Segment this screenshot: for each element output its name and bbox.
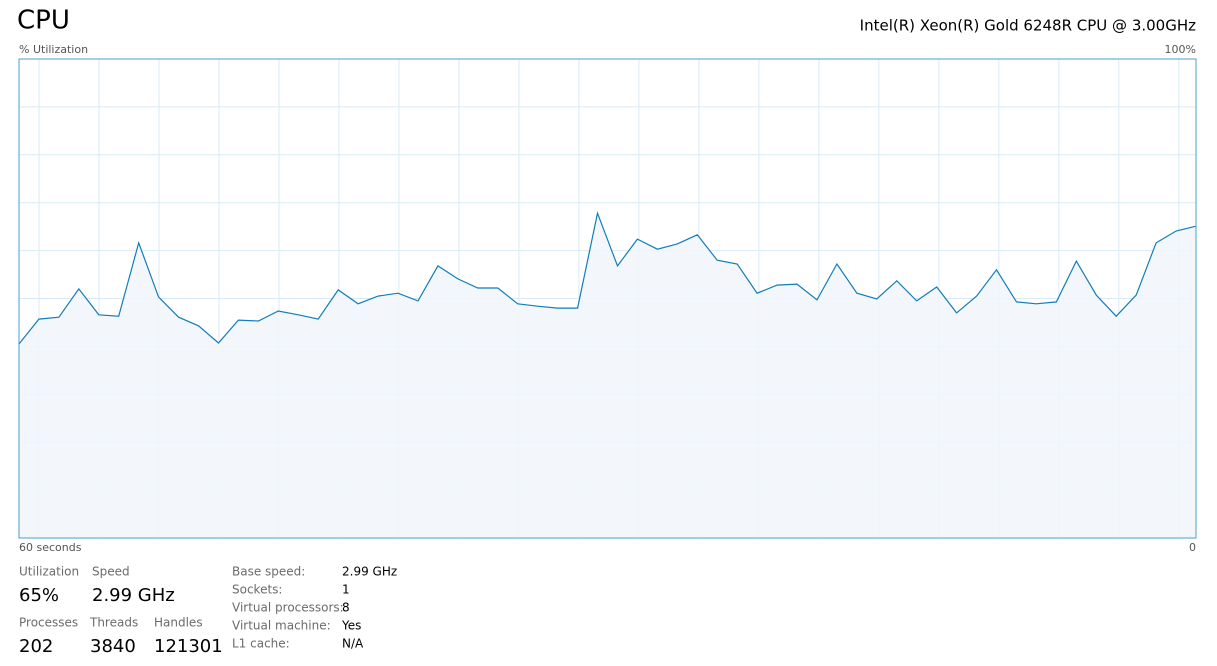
processor-name: Intel(R) Xeon(R) Gold 6248R CPU @ 3.00GH… [860, 17, 1196, 35]
detail-key: L1 cache: [232, 637, 290, 651]
stat-value: 3840 [90, 636, 136, 657]
x-axis-left-label: 60 seconds [19, 541, 82, 554]
plot [18, 58, 1197, 539]
detail-key: Base speed: [232, 565, 305, 579]
stat-value: 202 [19, 636, 53, 657]
detail-key: Virtual processors: [232, 601, 344, 615]
detail-value: 8 [342, 601, 350, 615]
stat-label: Threads [89, 616, 138, 630]
stat-value: 65% [19, 585, 59, 606]
area-fill [19, 213, 1196, 538]
detail-value: N/A [342, 637, 364, 651]
stat-label: Handles [154, 616, 203, 630]
detail-key: Virtual machine: [232, 619, 331, 633]
stat-label: Utilization [19, 565, 79, 579]
detail-value: 2.99 GHz [342, 565, 397, 579]
detail-value: 1 [342, 583, 350, 597]
stat-value: 2.99 GHz [92, 585, 175, 606]
title: CPU [17, 6, 70, 36]
stat-label: Processes [19, 616, 78, 630]
x-axis-right-label: 0 [1189, 541, 1196, 554]
y-tick-label: 100% [1165, 43, 1196, 56]
stat-label: Speed [92, 565, 130, 579]
stats: Utilization 65% Speed 2.99 GHz Processes 202 T… [19, 565, 397, 658]
stat-value: 121301 [154, 636, 223, 657]
plot-border [18, 58, 1197, 539]
utilization-line [18, 211, 1197, 345]
detail-value: Yes [341, 619, 361, 633]
y-axis-label: % Utilization [19, 43, 88, 56]
detail-key: Sockets: [232, 583, 282, 597]
